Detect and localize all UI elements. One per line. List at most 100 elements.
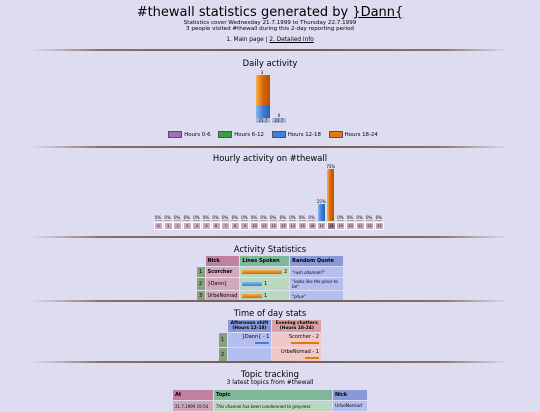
hourly-value-label: 0% — [202, 215, 210, 220]
lines-cell: 2 — [239, 266, 291, 278]
lines-bar — [242, 269, 283, 274]
divider — [30, 236, 510, 238]
legend-label-6-12: Hours 6-12 — [234, 132, 264, 138]
lines-bar — [242, 293, 263, 298]
afternoon-cell — [226, 347, 273, 363]
hourly-bar — [260, 220, 268, 221]
legend-swatch-18-24 — [328, 131, 343, 138]
hour-tick-label: 0 — [154, 222, 163, 230]
col-header-at: At — [172, 389, 214, 401]
col-header-lines: Lines Spoken — [239, 255, 291, 267]
topic-subtitle: 3 latest topics from #thewall — [226, 379, 314, 386]
hourly-bar — [375, 220, 383, 221]
hourly-bar — [327, 169, 335, 221]
hourly-bar — [346, 220, 354, 221]
hourly-value-label: 0% — [250, 215, 258, 220]
hour-tick-label: 1 — [163, 222, 173, 230]
hour-tick-label: 22 — [365, 222, 375, 230]
hourly-value-label: 0% — [193, 215, 200, 220]
hour-tick-label: 7 — [221, 222, 231, 230]
topics-table: At Topic Nick 21.7.1999 19:54 This chann… — [172, 389, 368, 412]
evening-bar — [291, 342, 319, 344]
hourly-value-label: 75% — [326, 164, 336, 169]
daily-date-label-1: 22.7 — [272, 118, 286, 123]
hourly-value-label: 25% — [316, 199, 326, 204]
hourly-bar — [269, 220, 277, 221]
daily-legend: Hours 0-6 Hours 6-12 Hours 12-18 Hours 1… — [0, 131, 540, 138]
hour-tick-label: 14 — [288, 222, 298, 230]
lines-value: 1 — [263, 281, 268, 287]
table-row: 2 }Dann{ 1 "looks like the place to be" — [196, 277, 344, 291]
hourly-bar — [279, 220, 287, 221]
hourly-value-label: 0% — [298, 215, 306, 220]
table-row: 1 Scorcher 2 "rush ohannel!!" — [196, 266, 344, 278]
evening-header-line1: Evening chatters — [275, 321, 318, 326]
col-header-nick: Nick — [332, 389, 368, 401]
author-link[interactable]: }Dann{ — [352, 5, 404, 20]
hour-tick-label: 19 — [336, 222, 346, 230]
hourly-bar — [212, 220, 220, 221]
rank-cell: 1 — [218, 332, 228, 348]
daily-value-label-1: 0 — [277, 113, 281, 118]
legend-label-0-6: Hours 0-6 — [184, 132, 211, 138]
evening-cell: Scorcher - 2 — [271, 332, 322, 348]
hourly-value-label: 0% — [289, 215, 296, 220]
nav-bar: 1. Main page | 2. Detailed info — [0, 37, 540, 43]
hour-tick-label: 23 — [374, 222, 384, 230]
activity-table: Nick Lines Spoken Random Quote 1 Scorche… — [196, 255, 344, 302]
hour-tick-label: 5 — [202, 222, 211, 230]
hourly-value-label: 0% — [308, 215, 315, 220]
rank-header-blank — [219, 320, 228, 333]
hourly-value-label: 0% — [154, 215, 162, 220]
legend-label-18-24: Hours 18-24 — [344, 132, 378, 138]
hour-tick-label: 20 — [346, 222, 355, 230]
table-row: 21.7.1999 19:54 This channel has been co… — [172, 400, 368, 412]
hourly-value-label: 0% — [164, 215, 171, 220]
topic-text-cell: This channel has been condemned to greyn… — [213, 400, 333, 412]
afternoon-header-line1: Afternoon shift — [230, 321, 269, 326]
nick-cell: Scorcher — [204, 266, 241, 278]
visitors-line: 3 people visited #thewall during this 2-… — [186, 26, 354, 32]
hourly-bar — [365, 220, 373, 221]
hourly-bar — [308, 220, 316, 221]
nav-separator: | — [265, 37, 268, 43]
afternoon-header-line2: (Hours 12-18) — [232, 326, 267, 331]
hourly-value-label: 0% — [337, 215, 344, 220]
hourly-bar — [154, 220, 162, 221]
title-prefix: #thewall statistics generated by — [136, 5, 353, 20]
hourly-value-label: 0% — [174, 215, 181, 220]
hour-tick-label: 11 — [259, 222, 269, 230]
hourly-value-label: 0% — [222, 215, 229, 220]
topic-tracking-title: Topic tracking — [241, 369, 299, 379]
hourly-bar — [250, 220, 258, 221]
table-row: 2 UrbeNomad - 1 — [218, 347, 322, 363]
daily-bar-0-evening — [256, 75, 270, 113]
hour-tick-label: 9 — [240, 222, 250, 230]
legend-swatch-12-18 — [271, 131, 286, 138]
nav-detailed-info-link[interactable]: 2. Detailed info — [269, 37, 314, 43]
hourly-bar — [173, 220, 181, 221]
activity-stats-title: Activity Statistics — [233, 244, 307, 254]
evening-value: Scorcher - 2 — [288, 334, 319, 340]
rank-header-blank — [197, 256, 206, 267]
hourly-bar — [221, 220, 229, 221]
coverage-line: Statistics cover Wednesday 21.7.1999 to … — [183, 20, 357, 26]
hourly-bar — [317, 204, 325, 221]
hourly-bar — [202, 220, 210, 221]
hourly-bar — [192, 220, 200, 221]
divider — [30, 361, 510, 363]
hourly-value-label: 0% — [241, 215, 248, 220]
daily-date-label-0: 21.7 — [256, 118, 270, 123]
hourly-bar — [231, 220, 239, 221]
col-header-afternoon: Afternoon shift (Hours 12-18) — [226, 319, 273, 333]
time-of-day-table: Afternoon shift (Hours 12-18) Evening cha… — [218, 319, 322, 363]
hourly-value-label: 0% — [212, 215, 219, 220]
hour-tick-label: 4 — [192, 222, 202, 230]
lines-bar — [242, 281, 263, 286]
divider — [30, 49, 510, 51]
hour-tick-label: 8 — [230, 222, 240, 230]
daily-activity-title: Daily activity — [242, 58, 298, 68]
col-header-quote: Random Quote — [289, 255, 344, 267]
hourly-bar — [336, 220, 344, 221]
hour-tick-label: 6 — [211, 222, 221, 230]
